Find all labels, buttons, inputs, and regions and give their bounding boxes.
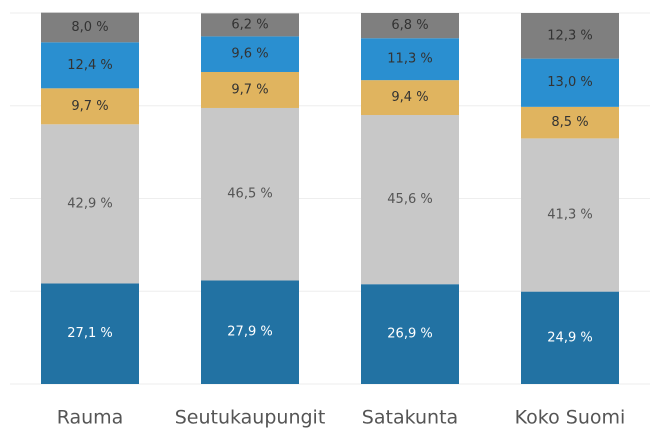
value-label: 8,5 % xyxy=(551,115,588,130)
bar-segment xyxy=(361,38,459,81)
bar-segment xyxy=(521,13,619,59)
bar-segment xyxy=(361,80,459,116)
value-label: 9,7 % xyxy=(231,82,268,97)
bar-segment xyxy=(201,36,299,72)
x-tick-label: Koko Suomi xyxy=(515,407,626,429)
bar-segment xyxy=(521,58,619,107)
bar-segment xyxy=(41,12,139,43)
bar-segment xyxy=(201,107,299,281)
value-label: 6,2 % xyxy=(231,17,268,32)
bar-segment xyxy=(41,42,139,89)
value-label: 9,4 % xyxy=(391,90,428,105)
x-tick-label: Rauma xyxy=(57,407,124,429)
value-label: 8,0 % xyxy=(71,20,108,35)
value-label: 26,9 % xyxy=(387,327,432,342)
bar-segment xyxy=(521,106,619,139)
bar-segment xyxy=(521,291,619,384)
bar-segment xyxy=(41,124,139,284)
bar-segment xyxy=(361,115,459,285)
value-label: 9,7 % xyxy=(71,99,108,114)
value-label: 41,3 % xyxy=(547,208,592,223)
value-label: 45,6 % xyxy=(387,192,432,207)
x-tick-label: Satakunta xyxy=(362,407,458,429)
value-label: 24,9 % xyxy=(547,330,592,345)
bar-segment xyxy=(361,284,459,384)
value-label: 6,8 % xyxy=(391,18,428,33)
value-label: 12,3 % xyxy=(547,28,592,43)
bar-segment xyxy=(41,88,139,125)
x-tick-label: Seutukaupungit xyxy=(175,407,326,429)
bar-segment xyxy=(201,280,299,384)
bar-segment xyxy=(41,283,139,384)
value-label: 27,9 % xyxy=(227,325,272,340)
value-label: 12,4 % xyxy=(67,58,112,73)
bar-segment xyxy=(201,71,299,108)
bar-segment xyxy=(521,138,619,292)
value-label: 46,5 % xyxy=(227,187,272,202)
bar-segment xyxy=(201,13,299,37)
value-label: 11,3 % xyxy=(387,52,432,67)
value-label: 42,9 % xyxy=(67,196,112,211)
bar-segment xyxy=(361,13,459,39)
value-label: 27,1 % xyxy=(67,326,112,341)
value-label: 9,6 % xyxy=(231,47,268,62)
value-label: 13,0 % xyxy=(547,75,592,90)
